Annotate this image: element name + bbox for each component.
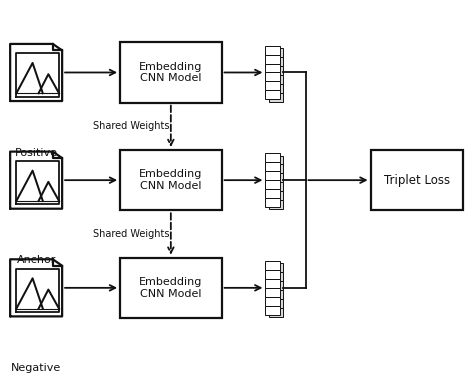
Bar bbox=[265, 288, 280, 297]
Bar bbox=[265, 189, 280, 198]
Bar bbox=[265, 45, 280, 54]
Text: Embedding
CNN Model: Embedding CNN Model bbox=[139, 170, 202, 191]
Bar bbox=[265, 72, 280, 81]
Bar bbox=[269, 281, 283, 290]
Bar bbox=[269, 272, 283, 281]
Bar bbox=[120, 258, 222, 318]
Bar bbox=[265, 198, 280, 207]
Bar bbox=[265, 279, 280, 288]
Bar bbox=[265, 261, 280, 270]
Text: Shared Weights: Shared Weights bbox=[93, 229, 169, 239]
Bar bbox=[269, 156, 283, 165]
Bar bbox=[269, 84, 283, 93]
Text: Embedding
CNN Model: Embedding CNN Model bbox=[139, 62, 202, 83]
Text: Triplet Loss: Triplet Loss bbox=[383, 174, 450, 187]
Bar bbox=[269, 200, 283, 209]
Bar bbox=[265, 63, 280, 72]
Bar bbox=[269, 93, 283, 102]
Bar bbox=[265, 162, 280, 171]
Text: Embedding
CNN Model: Embedding CNN Model bbox=[139, 277, 202, 298]
Text: Negative: Negative bbox=[11, 363, 61, 373]
Bar bbox=[265, 54, 280, 63]
Bar bbox=[120, 150, 222, 210]
Bar bbox=[265, 270, 280, 279]
Bar bbox=[265, 171, 280, 180]
Bar bbox=[269, 290, 283, 299]
Bar bbox=[265, 81, 280, 90]
Bar bbox=[265, 297, 280, 306]
Bar bbox=[269, 57, 283, 66]
Bar bbox=[269, 191, 283, 200]
Bar bbox=[265, 90, 280, 99]
Bar bbox=[269, 75, 283, 84]
Bar bbox=[265, 153, 280, 162]
Bar bbox=[269, 308, 283, 317]
Bar bbox=[269, 263, 283, 272]
Bar bbox=[269, 183, 283, 191]
Text: Positive: Positive bbox=[15, 147, 58, 158]
Bar bbox=[269, 174, 283, 183]
Text: Anchor: Anchor bbox=[17, 255, 56, 265]
Bar bbox=[371, 150, 463, 210]
Bar bbox=[265, 180, 280, 189]
Bar bbox=[120, 42, 222, 103]
Bar bbox=[269, 48, 283, 57]
Bar bbox=[265, 306, 280, 315]
Bar bbox=[269, 165, 283, 174]
Bar bbox=[269, 299, 283, 308]
Text: Shared Weights: Shared Weights bbox=[93, 122, 169, 131]
Bar bbox=[269, 66, 283, 75]
